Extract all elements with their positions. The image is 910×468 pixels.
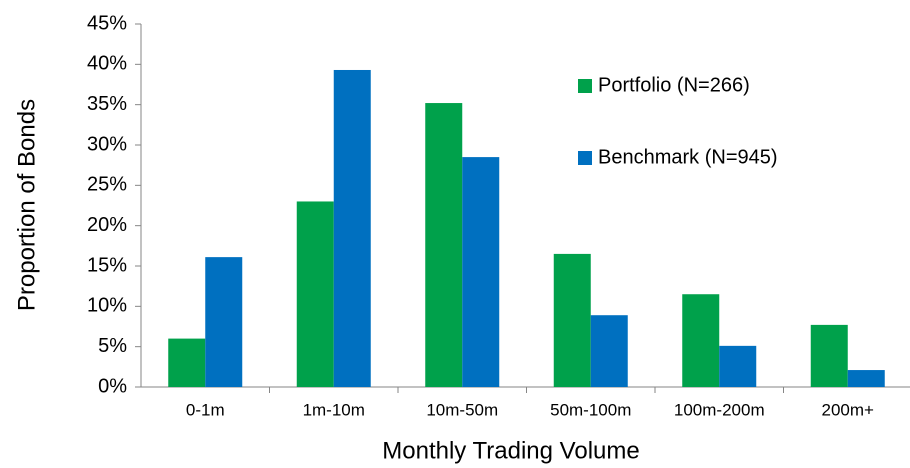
x-axis-label: Monthly Trading Volume	[382, 437, 639, 464]
bar	[847, 370, 885, 387]
y-tick-label: 25%	[87, 174, 127, 196]
bar	[462, 157, 500, 387]
x-tick-label: 0-1m	[186, 400, 225, 419]
bar	[296, 201, 334, 387]
bar	[682, 294, 720, 387]
bar	[205, 257, 243, 387]
bar	[425, 103, 463, 387]
bar	[333, 69, 371, 387]
y-tick-label: 40%	[87, 53, 127, 75]
y-tick-label: 20%	[87, 214, 127, 236]
bar	[590, 315, 628, 387]
bar	[553, 253, 591, 387]
x-tick-label: 200m+	[822, 400, 875, 419]
y-axis-label: Proportion of Bonds	[13, 99, 40, 311]
y-tick-label: 0%	[98, 375, 127, 397]
x-tick-label: 100m-200m	[674, 400, 765, 419]
y-tick-label: 30%	[87, 133, 127, 155]
y-tick-label: 35%	[87, 93, 127, 115]
legend-swatch	[578, 151, 592, 165]
x-tick-label: 50m-100m	[550, 400, 631, 419]
bar	[719, 345, 757, 387]
y-tick-label: 45%	[87, 12, 127, 34]
y-tick-label: 5%	[98, 335, 127, 357]
x-tick-label: 10m-50m	[426, 400, 498, 419]
legend-label: Benchmark (N=945)	[598, 146, 778, 168]
legend-swatch	[578, 79, 592, 93]
legend-label: Portfolio (N=266)	[598, 74, 750, 96]
y-tick-label: 15%	[87, 254, 127, 276]
y-tick-label: 10%	[87, 295, 127, 317]
bar	[810, 324, 848, 387]
bar	[168, 338, 206, 387]
x-tick-label: 1m-10m	[303, 400, 365, 419]
